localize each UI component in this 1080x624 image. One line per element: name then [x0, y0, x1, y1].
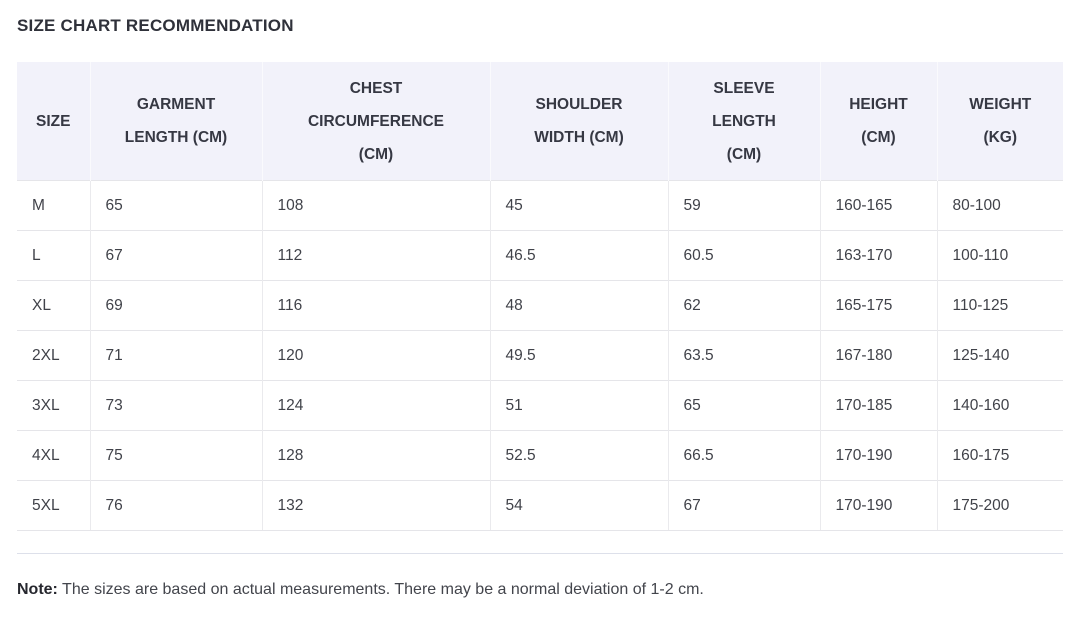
size-chart-table: SIZE GARMENT LENGTH (CM) CHEST CIRCUMFEREN… — [17, 62, 1063, 531]
cell-shoulder_width: 46.5 — [490, 230, 669, 281]
table-row: 2XL 71 120 49.5 63.5 167-180 125-140 — [17, 330, 1063, 381]
cell-garment_length: 69 — [90, 280, 263, 331]
cell-sleeve_length: 62 — [668, 280, 821, 331]
cell-size: 3XL — [17, 380, 91, 431]
cell-sleeve_length: 60.5 — [668, 230, 821, 281]
cell-shoulder_width: 54 — [490, 480, 669, 531]
cell-height: 165-175 — [820, 280, 938, 331]
note-label: Note: — [17, 581, 58, 598]
note-text: The sizes are based on actual measuremen… — [57, 581, 704, 598]
cell-garment_length: 75 — [90, 430, 263, 481]
cell-sleeve_length: 63.5 — [668, 330, 821, 381]
cell-garment_length: 71 — [90, 330, 263, 381]
table-row: 4XL 75 128 52.5 66.5 170-190 160-175 — [17, 430, 1063, 481]
column-header-weight: WEIGHT (KG) — [937, 62, 1063, 181]
cell-chest_circumference: 120 — [262, 330, 491, 381]
cell-weight: 140-160 — [937, 380, 1063, 431]
cell-shoulder_width: 48 — [490, 280, 669, 331]
cell-garment_length: 67 — [90, 230, 263, 281]
table-body: M 65 108 45 59 160-165 80-100 L 67 112 46.5 60.5 163… — [17, 180, 1063, 531]
column-header-height: HEIGHT (CM) — [820, 62, 938, 181]
cell-size: 4XL — [17, 430, 91, 481]
page-title: SIZE CHART RECOMMENDATION — [17, 16, 294, 35]
cell-garment_length: 73 — [90, 380, 263, 431]
header-row: SIZE GARMENT LENGTH (CM) CHEST CIRCUMFEREN… — [17, 62, 1063, 181]
cell-height: 163-170 — [820, 230, 938, 281]
table-row: 5XL 76 132 54 67 170-190 175-200 — [17, 480, 1063, 531]
cell-height: 170-190 — [820, 480, 938, 531]
column-header-chest_circumference: CHEST CIRCUMFERENCE (CM) — [262, 62, 491, 181]
cell-weight: 80-100 — [937, 180, 1063, 231]
column-header-shoulder_width: SHOULDER WIDTH (CM) — [490, 62, 669, 181]
cell-garment_length: 76 — [90, 480, 263, 531]
note: Note: The sizes are based on actual meas… — [17, 581, 1063, 599]
cell-weight: 125-140 — [937, 330, 1063, 381]
cell-weight: 110-125 — [937, 280, 1063, 331]
table-row: M 65 108 45 59 160-165 80-100 — [17, 180, 1063, 231]
cell-weight: 175-200 — [937, 480, 1063, 531]
cell-size: L — [17, 230, 91, 281]
table-row: 3XL 73 124 51 65 170-185 140-160 — [17, 380, 1063, 431]
column-header-size: SIZE — [17, 62, 91, 181]
cell-height: 167-180 — [820, 330, 938, 381]
cell-weight: 160-175 — [937, 430, 1063, 481]
cell-size: 5XL — [17, 480, 91, 531]
cell-chest_circumference: 132 — [262, 480, 491, 531]
cell-size: 2XL — [17, 330, 91, 381]
cell-sleeve_length: 67 — [668, 480, 821, 531]
cell-shoulder_width: 49.5 — [490, 330, 669, 381]
cell-weight: 100-110 — [937, 230, 1063, 281]
cell-height: 170-185 — [820, 380, 938, 431]
cell-size: M — [17, 180, 91, 231]
cell-shoulder_width: 51 — [490, 380, 669, 431]
cell-height: 170-190 — [820, 430, 938, 481]
cell-shoulder_width: 45 — [490, 180, 669, 231]
cell-chest_circumference: 116 — [262, 280, 491, 331]
cell-size: XL — [17, 280, 91, 331]
cell-chest_circumference: 124 — [262, 380, 491, 431]
cell-chest_circumference: 128 — [262, 430, 491, 481]
divider — [17, 553, 1063, 554]
table-row: XL 69 116 48 62 165-175 110-125 — [17, 280, 1063, 331]
column-header-garment_length: GARMENT LENGTH (CM) — [90, 62, 263, 181]
cell-sleeve_length: 59 — [668, 180, 821, 231]
cell-sleeve_length: 66.5 — [668, 430, 821, 481]
cell-chest_circumference: 112 — [262, 230, 491, 281]
cell-sleeve_length: 65 — [668, 380, 821, 431]
cell-height: 160-165 — [820, 180, 938, 231]
cell-chest_circumference: 108 — [262, 180, 491, 231]
column-header-sleeve_length: SLEEVE LENGTH (CM) — [668, 62, 821, 181]
cell-garment_length: 65 — [90, 180, 263, 231]
cell-shoulder_width: 52.5 — [490, 430, 669, 481]
table-row: L 67 112 46.5 60.5 163-170 100-110 — [17, 230, 1063, 281]
